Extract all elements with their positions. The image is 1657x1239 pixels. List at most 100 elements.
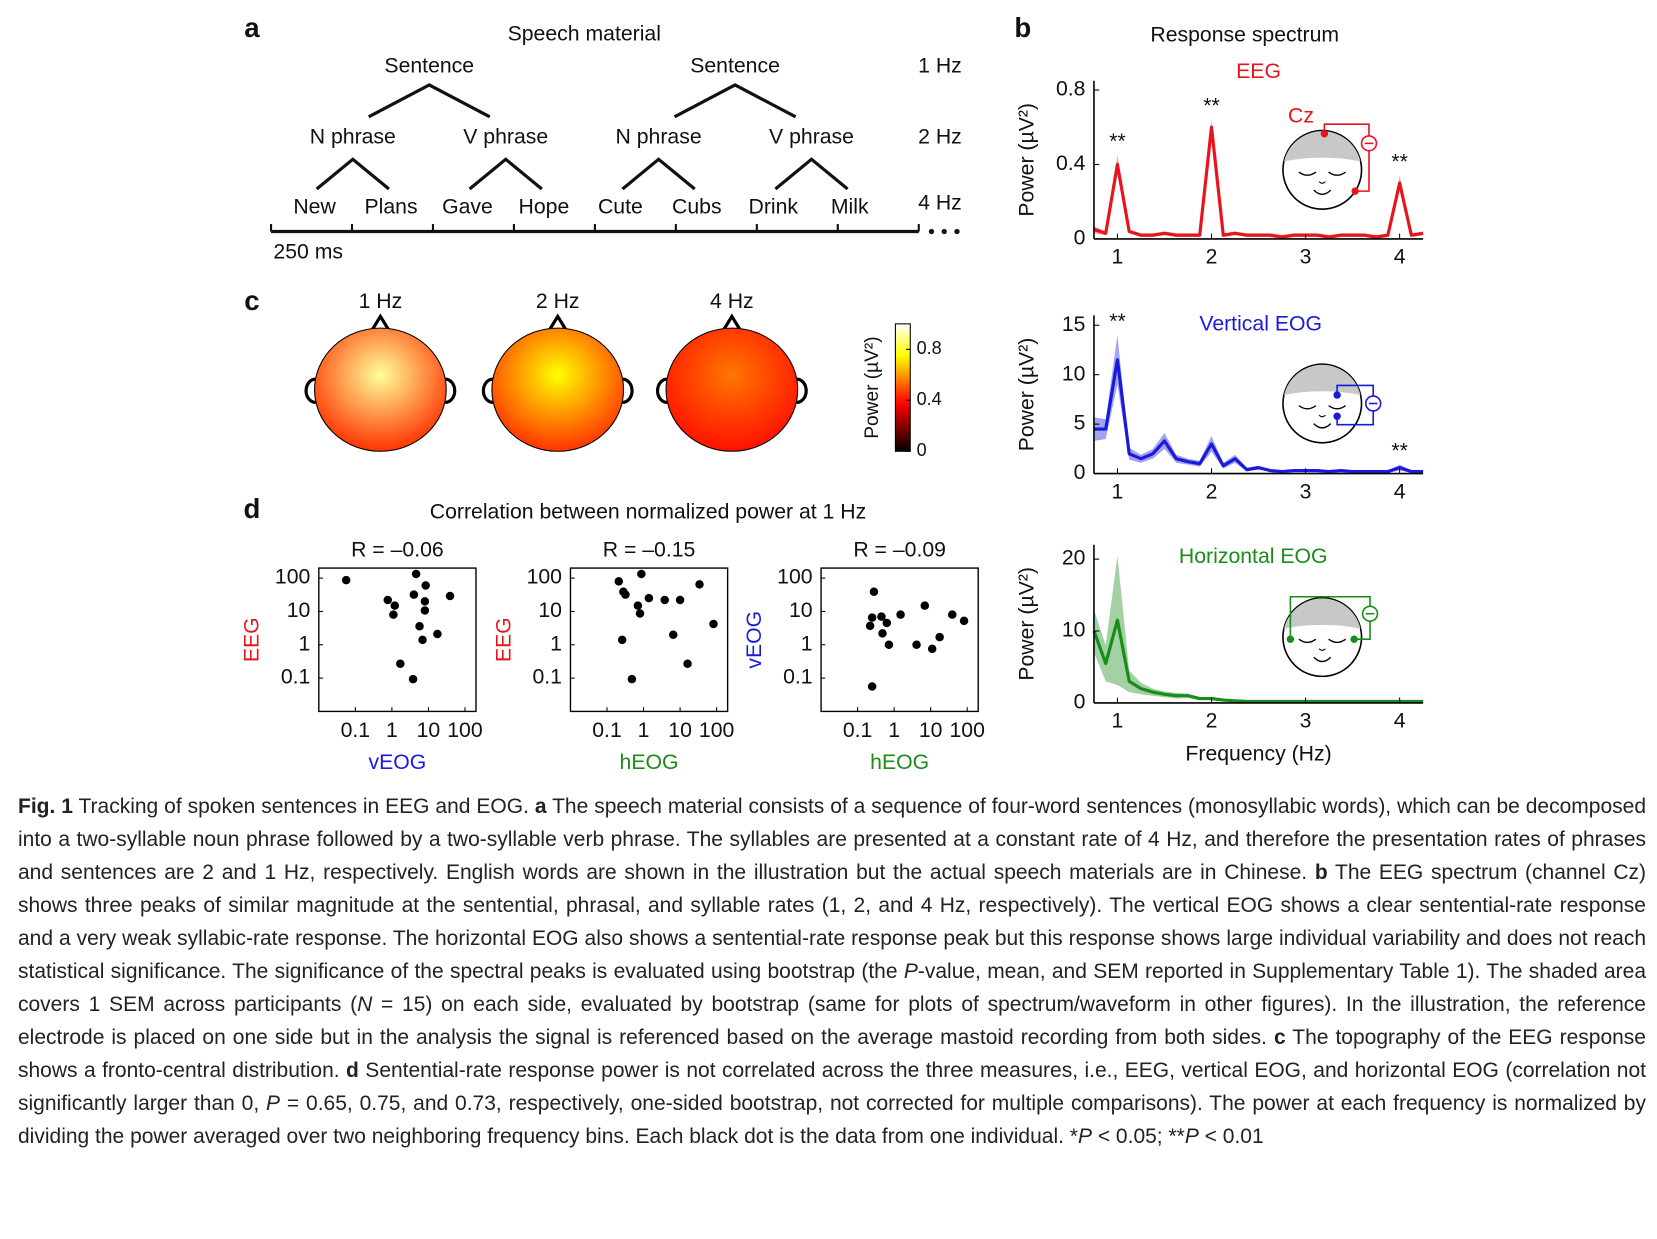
- data-point: [695, 580, 704, 589]
- caption-text: The speech material consists of a sequen…: [18, 795, 1647, 884]
- significance-mark: **: [1203, 95, 1220, 118]
- y-tick-label: 0: [1074, 461, 1086, 484]
- data-point: [420, 606, 430, 615]
- electrode-label: Cz: [1288, 104, 1314, 127]
- electrode: [1351, 187, 1359, 195]
- topomap-title: 1 Hz: [359, 290, 403, 313]
- data-point: [709, 619, 718, 629]
- colorbar-label: Power (µV²): [862, 336, 883, 438]
- data-point: [920, 601, 930, 610]
- mouth: [1313, 656, 1332, 663]
- colorbar-tick-label: 0: [917, 440, 927, 460]
- word: Hope: [519, 196, 570, 219]
- data-point: [637, 569, 646, 579]
- ear: [796, 377, 808, 405]
- data-point: [396, 659, 405, 668]
- data-point: [878, 629, 887, 638]
- caption-text: < 0.01: [1198, 1125, 1264, 1148]
- hair: [1284, 598, 1361, 629]
- x-tick-label: 3: [1300, 480, 1312, 503]
- scatter-title: R = –0.09: [853, 539, 946, 562]
- tree-branch: [468, 157, 543, 191]
- word: Cute: [598, 196, 643, 219]
- panel-letter: b: [1014, 12, 1031, 43]
- ear: [444, 377, 457, 405]
- x-axis-label: hEOG: [870, 751, 929, 774]
- significance-mark: **: [1391, 440, 1408, 463]
- phrase-label: V phrase: [769, 126, 854, 149]
- data-point: [959, 616, 969, 626]
- y-tick-label: 0.1: [281, 666, 311, 689]
- data-point: [867, 682, 877, 691]
- figure: a b c d Speech material New Plans N phrase Gave H…: [241, 12, 1424, 774]
- rate-label: 1 Hz: [918, 55, 962, 78]
- x-tick-label: 100: [447, 719, 482, 742]
- caption-text: P: [266, 1092, 281, 1115]
- data-point: [669, 630, 678, 639]
- continuation-dot: [928, 228, 935, 235]
- y-axis-label: Power (µV²): [1016, 338, 1039, 452]
- x-tick-label: 0.1: [592, 719, 622, 742]
- y-tick-label: 20: [1062, 547, 1086, 570]
- data-point: [660, 595, 669, 605]
- data-point: [409, 590, 419, 599]
- figure-caption: Fig. 1 Tracking of spoken sentences in E…: [18, 790, 1646, 1153]
- caption-text: P: [903, 960, 918, 983]
- data-point: [675, 595, 685, 605]
- data-point: [614, 577, 624, 586]
- spectrum-line: [1093, 358, 1424, 474]
- ear: [481, 377, 494, 405]
- x-tick-label: 1: [888, 719, 900, 742]
- x-tick-label: 0.1: [341, 719, 371, 742]
- data-point: [383, 595, 392, 605]
- face-icon: [1282, 595, 1379, 678]
- electrode-wire: [1323, 123, 1370, 192]
- data-point: [341, 575, 351, 585]
- y-axis-label: EEG: [492, 617, 515, 662]
- caption-text: Fig. 1: [18, 795, 73, 818]
- caption-text: c: [1273, 1026, 1286, 1049]
- y-tick-label: 10: [789, 599, 813, 622]
- caption-text: P: [1184, 1125, 1199, 1148]
- electrode: [1333, 391, 1341, 399]
- y-tick-label: 100: [527, 566, 562, 589]
- tree-branch: [367, 83, 491, 119]
- eye: [1298, 171, 1317, 176]
- x-axis-label: vEOG: [369, 751, 427, 774]
- ear: [656, 377, 668, 405]
- data-point: [627, 674, 637, 684]
- x-tick-label: 1: [1112, 710, 1124, 733]
- data-point: [867, 613, 877, 622]
- significance-mark: **: [1109, 310, 1126, 333]
- panel-title: Correlation between normalized power at …: [430, 500, 866, 523]
- x-tick-label: 2: [1206, 246, 1218, 269]
- y-tick-label: 0.4: [1056, 152, 1086, 175]
- phrase-label: N phrase: [616, 126, 702, 149]
- y-tick-label: 10: [287, 599, 311, 622]
- data-point: [418, 635, 427, 645]
- topomap-title: 2 Hz: [536, 290, 580, 313]
- x-tick-label: 2: [1206, 710, 1218, 733]
- data-point: [390, 601, 400, 610]
- colorbar: [894, 323, 911, 452]
- data-point: [421, 581, 430, 590]
- nose: [370, 313, 391, 332]
- caption-text: = 15) on each side, evaluated by bootstr…: [18, 993, 1646, 1049]
- data-point: [948, 610, 957, 619]
- nose: [722, 313, 742, 332]
- x-tick-label: 4: [1394, 710, 1406, 733]
- data-point: [408, 674, 418, 684]
- eye: [1298, 638, 1317, 644]
- x-tick-label: 2: [1206, 480, 1218, 503]
- face-icon: [1282, 123, 1378, 210]
- panel-letter: c: [244, 285, 259, 316]
- x-tick-label: 3: [1300, 710, 1312, 733]
- y-tick-label: 1: [550, 632, 562, 655]
- topomap-head: [665, 327, 799, 452]
- scale-label: 250 ms: [273, 240, 343, 263]
- topomap-head: [314, 327, 447, 452]
- x-tick-label: 100: [950, 719, 985, 742]
- data-point: [869, 587, 879, 596]
- spectrum-line: [1092, 618, 1424, 704]
- rate-label: 2 Hz: [918, 126, 962, 149]
